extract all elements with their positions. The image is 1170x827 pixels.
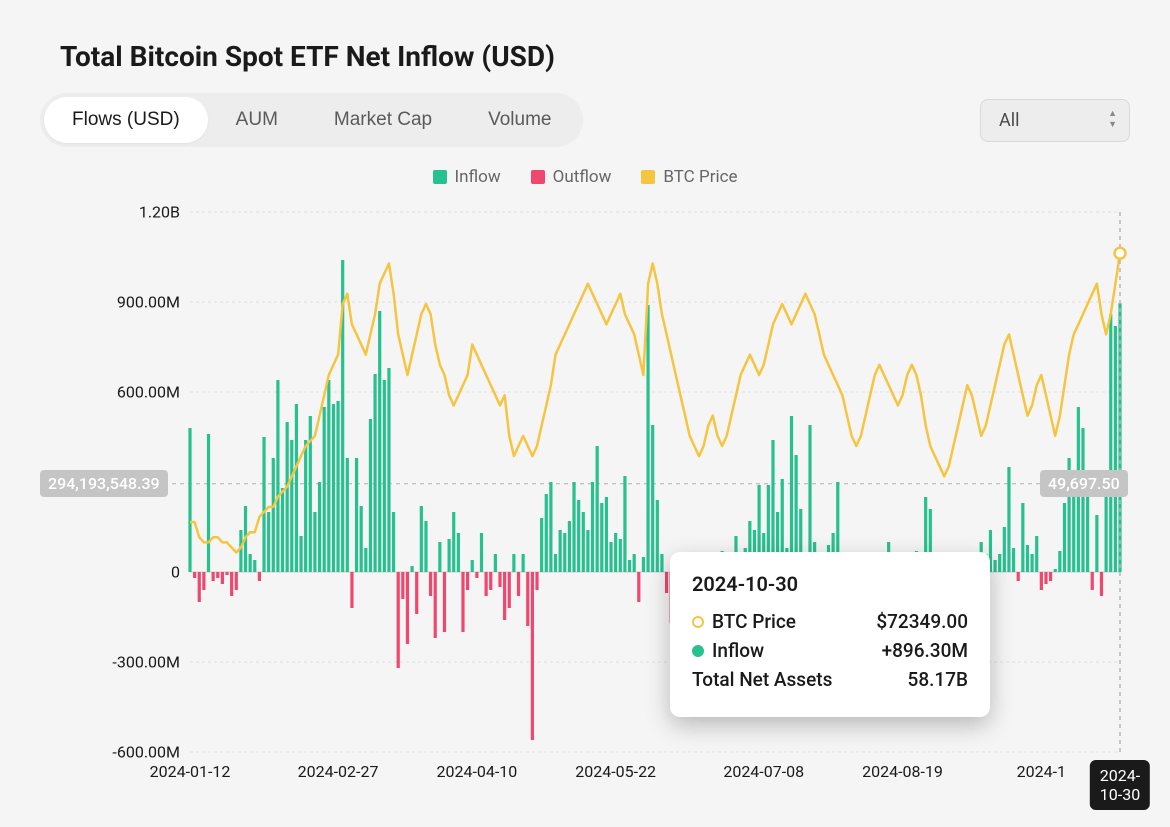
x-axis-highlight: 2024-10-30 [1090, 760, 1150, 810]
legend-item: Outflow [531, 167, 612, 187]
tab-market-cap[interactable]: Market Cap [306, 97, 460, 143]
legend-label: BTC Price [663, 167, 737, 187]
y-axis-label: 1.20B [139, 203, 180, 222]
y-axis-label: 900.00M [117, 293, 180, 312]
legend-swatch [433, 170, 447, 184]
x-axis-label: 2024-04-10 [436, 762, 517, 781]
y-axis-label: -300.00M [112, 653, 180, 672]
x-axis-label: 2024-01-12 [150, 762, 231, 781]
tooltip-footer: Total Net Assets 58.17B [692, 668, 968, 691]
legend-label: Inflow [455, 167, 501, 187]
tooltip-row: Inflow +896.30M [692, 639, 968, 662]
x-axis-label: 2024-07-08 [723, 762, 804, 781]
chart-legend: Inflow Outflow BTC Price [40, 167, 1130, 187]
x-axis-label: 2024-02-27 [298, 762, 379, 781]
dropdown-selected: All [999, 110, 1020, 131]
tooltip-label-text: Inflow [712, 639, 764, 662]
dot-icon [692, 645, 704, 657]
controls-row: Flows (USD)AUMMarket CapVolume All ▲▼ [40, 93, 1130, 147]
tooltip-footer-value: 58.17B [908, 668, 968, 691]
tooltip-footer-label: Total Net Assets [692, 668, 832, 691]
legend-label: Outflow [553, 167, 612, 187]
tabs: Flows (USD)AUMMarket CapVolume [40, 93, 583, 147]
ref-value-right: 49,697.50 [1040, 470, 1128, 497]
tooltip-value: $72349.00 [876, 610, 968, 633]
legend-item: Inflow [433, 167, 501, 187]
legend-swatch [641, 170, 655, 184]
tooltip: 2024-10-30 BTC Price $72349.00 Inflow +896.3… [670, 552, 990, 717]
tab-flows-usd-[interactable]: Flows (USD) [44, 97, 208, 143]
tab-aum[interactable]: AUM [208, 97, 306, 143]
tooltip-label-text: BTC Price [712, 610, 796, 633]
tooltip-value: +896.30M [882, 639, 968, 662]
y-axis-label: 600.00M [117, 383, 180, 402]
legend-item: BTC Price [641, 167, 737, 187]
chevron-updown-icon: ▲▼ [1108, 110, 1117, 130]
tooltip-row: BTC Price $72349.00 [692, 610, 968, 633]
ref-value-left: 294,193,548.39 [40, 470, 168, 497]
y-axis-label: -600.00M [112, 743, 180, 762]
tooltip-date: 2024-10-30 [692, 572, 968, 596]
x-axis-label: 2024-1 [1017, 762, 1066, 781]
range-dropdown[interactable]: All ▲▼ [980, 99, 1130, 142]
page-title: Total Bitcoin Spot ETF Net Inflow (USD) [60, 40, 1130, 73]
legend-swatch [531, 170, 545, 184]
x-axis-label: 2024-08-19 [862, 762, 943, 781]
dot-icon [692, 616, 704, 628]
tab-volume[interactable]: Volume [460, 97, 579, 143]
y-axis-label: 0 [171, 563, 180, 582]
x-axis-label: 2024-05-22 [575, 762, 656, 781]
